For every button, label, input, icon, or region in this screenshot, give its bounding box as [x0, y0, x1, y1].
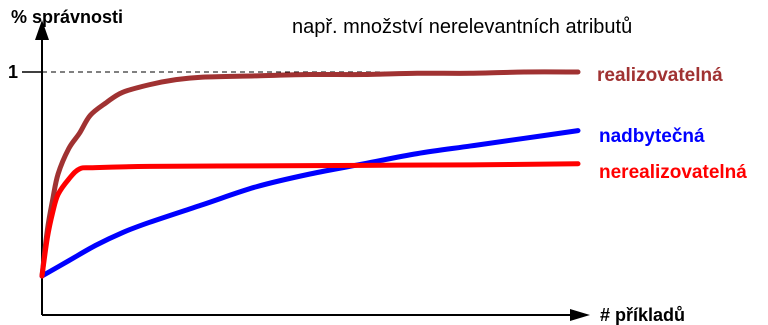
chart-annotation: např. množství nerelevantních atributů: [292, 16, 632, 38]
y-axis-arrow-icon: [35, 20, 49, 40]
series-label-nadbytecna: nadbytečná: [599, 126, 705, 147]
y-tick-label-1: 1: [8, 62, 18, 82]
series-line-nadbytecna: [39, 128, 581, 279]
y-axis-title: % správnosti: [11, 7, 123, 27]
series-label-realizovatelna: realizovatelná: [597, 65, 723, 86]
annotation-layer: např. množství nerelevantních atributů: [292, 16, 632, 38]
labels-layer: realizovatelná nadbytečná nerealizovatel…: [597, 65, 747, 183]
axes-layer: % správnosti # příkladů 1: [8, 7, 685, 325]
series-label-nerealizovatelna: nerealizovatelná: [599, 162, 747, 183]
x-axis-title: # příkladů: [600, 305, 685, 325]
x-axis-arrow-icon: [570, 309, 590, 321]
series-line-nerealizovatelna: [39, 161, 581, 279]
series-line-realizovatelna: [39, 69, 581, 279]
series-layer: [39, 69, 581, 279]
